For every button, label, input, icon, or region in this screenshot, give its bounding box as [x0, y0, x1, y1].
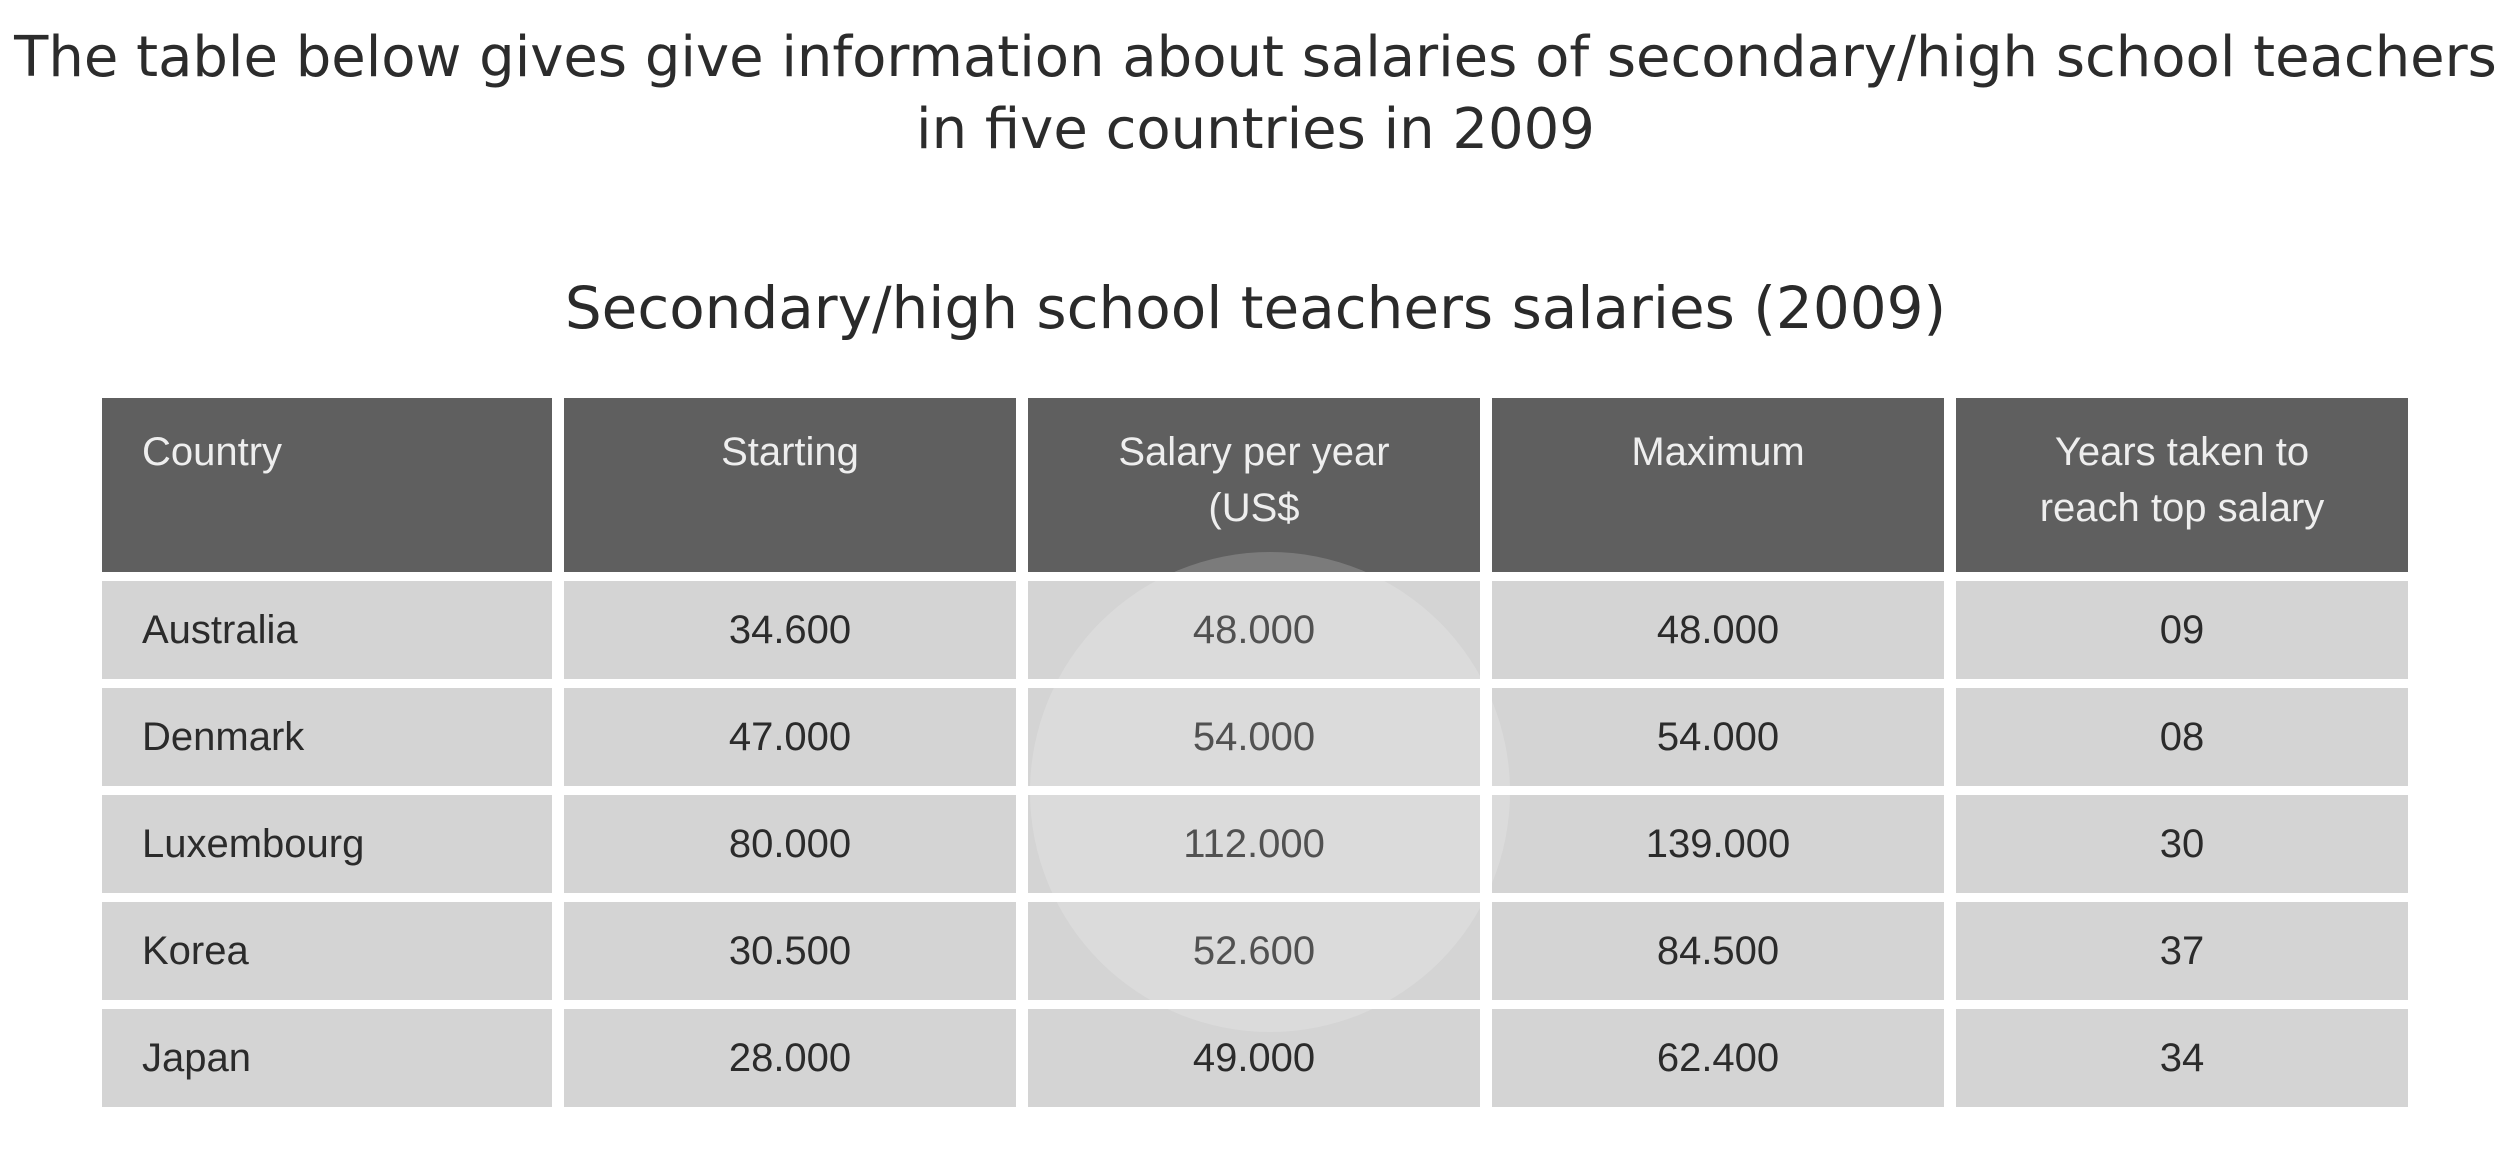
- column-header: Salary per year (US$: [1028, 398, 1480, 572]
- table-cell: 08: [1956, 688, 2408, 786]
- table-cell: 48.000: [1028, 581, 1480, 679]
- page-title-line-2: in five countries in 2009: [916, 97, 1595, 162]
- column-header: Starting: [564, 398, 1016, 572]
- table-cell: 37: [1956, 902, 2408, 1000]
- column-header: Maximum: [1492, 398, 1944, 572]
- column-header: Years taken to reach top salary: [1956, 398, 2408, 572]
- table-cell: 112.000: [1028, 795, 1480, 893]
- table-cell: 09: [1956, 581, 2408, 679]
- table-cell: 52.600: [1028, 902, 1480, 1000]
- table-cell: 139.000: [1492, 795, 1944, 893]
- page-title-line-1: The table below gives give information a…: [14, 25, 2497, 90]
- row-country-cell: Korea: [102, 902, 552, 1000]
- column-header-line: Country: [142, 430, 283, 474]
- table-cell: 84.500: [1492, 902, 1944, 1000]
- column-header: Country: [102, 398, 552, 572]
- table-cell: 47.000: [564, 688, 1016, 786]
- table-cell: 28.000: [564, 1009, 1016, 1107]
- table-cell: 48.000: [1492, 581, 1944, 679]
- row-country-cell: Japan: [102, 1009, 552, 1107]
- table-cell: 34: [1956, 1009, 2408, 1107]
- column-header-line: reach top salary: [2039, 486, 2325, 530]
- page-title: The table below gives give information a…: [0, 22, 2511, 166]
- column-header-line: Maximum: [1631, 430, 1805, 474]
- column-header-line: (US$: [1208, 486, 1300, 530]
- table-cell: 49.000: [1028, 1009, 1480, 1107]
- row-country-cell: Denmark: [102, 688, 552, 786]
- table-cell: 30: [1956, 795, 2408, 893]
- table-cell: 34.600: [564, 581, 1016, 679]
- table-cell: 54.000: [1492, 688, 1944, 786]
- row-country-cell: Australia: [102, 581, 552, 679]
- table-cell: 80.000: [564, 795, 1016, 893]
- table-title: Secondary/high school teachers salaries …: [564, 274, 1947, 342]
- table-cell: 62.400: [1492, 1009, 1944, 1107]
- column-header-line: Salary per year: [1118, 430, 1390, 474]
- table-cell: 54.000: [1028, 688, 1480, 786]
- table-cell: 30.500: [564, 902, 1016, 1000]
- row-country-cell: Luxembourg: [102, 795, 552, 893]
- column-header-line: Years taken to: [2054, 430, 2310, 474]
- salary-table: Country Starting Salary per year (US$ Maximu…: [102, 398, 2408, 1107]
- column-header-line: Starting: [721, 430, 859, 474]
